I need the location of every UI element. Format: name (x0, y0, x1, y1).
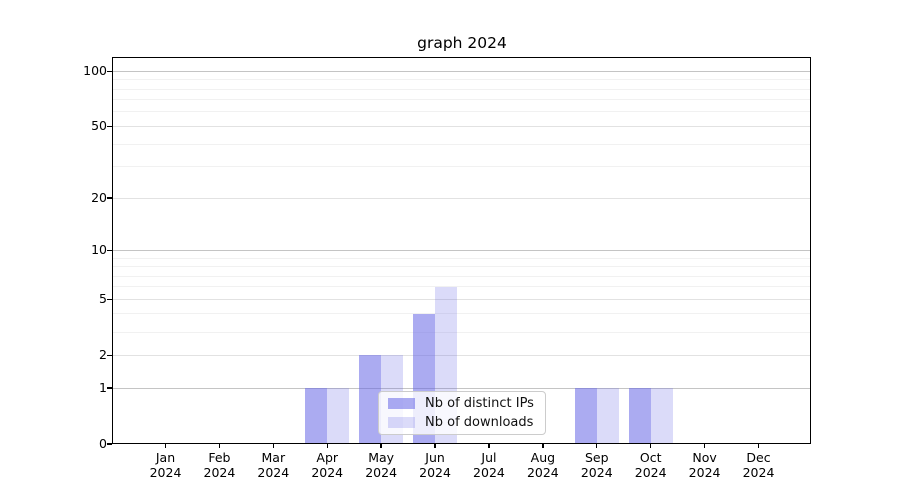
y-tick-label: 50 (91, 118, 107, 134)
x-tick-mark (488, 444, 490, 448)
x-tick-label: Jun 2024 (419, 450, 451, 480)
x-tick-mark (218, 444, 221, 448)
y-tick-label: 2 (99, 347, 107, 363)
gridline-major (113, 70, 811, 72)
gridline-minor (113, 286, 811, 288)
bar-downloads (596, 388, 619, 444)
legend-swatch-distinct-ips (388, 398, 415, 409)
y-tick-label: 1 (99, 380, 107, 395)
x-tick-mark (326, 444, 328, 448)
gridline-major (113, 249, 811, 251)
gridline-minor (113, 79, 811, 81)
x-tick-label: Aug 2024 (526, 450, 559, 480)
gridline-minor (113, 266, 811, 267)
y-tick-mark (107, 249, 112, 251)
y-tick-mark (107, 125, 112, 128)
plot-frame (112, 57, 811, 444)
y-tick-mark (107, 197, 112, 199)
x-tick-label: Feb 2024 (203, 450, 236, 480)
x-tick-mark (434, 444, 436, 448)
legend-label-distinct-ips: Nb of distinct IPs (425, 396, 534, 411)
x-tick-label: Jul 2024 (473, 450, 505, 480)
x-tick-mark (757, 444, 760, 448)
x-tick-mark (596, 444, 598, 448)
y-tick-mark (107, 354, 112, 356)
y-tick-label: 100 (83, 63, 107, 79)
x-tick-mark (164, 444, 167, 448)
x-tick-label: Oct 2024 (634, 450, 667, 480)
x-tick-mark (703, 444, 706, 448)
x-tick-mark (542, 444, 544, 448)
gridline-minor (113, 257, 811, 259)
x-tick-mark (272, 444, 274, 448)
bar-downloads (327, 388, 350, 444)
gridline-mid (113, 197, 811, 199)
legend-label-downloads: Nb of downloads (425, 415, 534, 430)
gridline-minor (113, 331, 811, 333)
gridline-mid (113, 298, 811, 300)
y-tick-label: 0 (99, 436, 107, 451)
gridline-major (113, 387, 811, 389)
x-tick-label: Sep 2024 (580, 450, 613, 480)
y-tick-label: 20 (91, 190, 107, 206)
gridline-mid (113, 125, 811, 127)
y-tick-label: 10 (91, 242, 107, 258)
gridline-minor (113, 111, 811, 113)
x-tick-label: Apr 2024 (311, 450, 344, 480)
gridline-mid (113, 354, 811, 356)
bar-distinct-ips (305, 388, 328, 444)
legend-swatch-downloads (388, 417, 415, 428)
x-tick-label: Jan 2024 (149, 450, 182, 480)
x-tick-label: May 2024 (365, 450, 398, 480)
x-tick-label: Mar 2024 (257, 450, 290, 480)
gridline-minor (113, 313, 811, 315)
y-tick-label: 5 (99, 291, 107, 307)
bar-distinct-ips (628, 388, 651, 444)
legend-entry-downloads: Nb of downloads (388, 415, 536, 430)
bar-distinct-ips (574, 388, 597, 444)
y-tick-mark (107, 70, 112, 72)
chart-title: graph 2024 (417, 34, 507, 52)
y-tick-mark (107, 298, 112, 300)
gridline-minor (113, 88, 811, 90)
x-tick-label: Dec 2024 (742, 450, 775, 480)
x-tick-label: Nov 2024 (688, 450, 721, 480)
gridline-minor (113, 99, 811, 101)
y-tick-mark (107, 443, 112, 445)
bar-downloads (650, 388, 673, 444)
legend: Nb of distinct IPs Nb of downloads (378, 391, 546, 435)
x-tick-mark (380, 444, 382, 448)
gridline-minor (113, 166, 811, 168)
gridline-minor (113, 143, 811, 145)
x-tick-mark (650, 444, 652, 448)
y-tick-mark (107, 387, 112, 389)
gridline-minor (113, 275, 811, 277)
legend-entry-distinct-ips: Nb of distinct IPs (388, 396, 536, 411)
